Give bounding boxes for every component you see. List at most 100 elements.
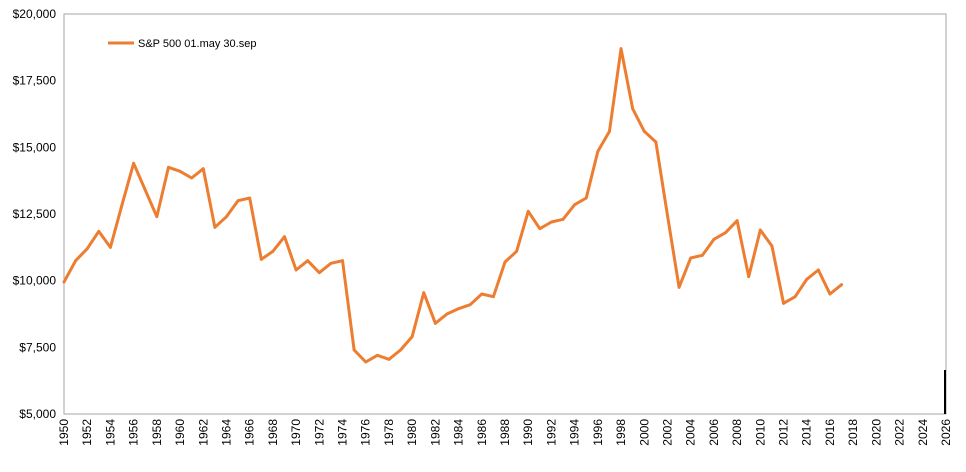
data-point [584, 196, 588, 200]
x-tick-label: 1996 [591, 419, 605, 446]
data-point [677, 285, 681, 289]
data-point [178, 169, 182, 173]
data-point [74, 259, 78, 263]
data-point [561, 217, 565, 221]
x-tick-label: 2000 [637, 419, 651, 446]
data-point [155, 215, 159, 219]
data-point [190, 176, 194, 180]
data-point [109, 245, 112, 249]
x-tick-label: 1968 [266, 419, 280, 446]
data-point [283, 235, 286, 239]
x-tick-label: 2018 [846, 419, 860, 446]
data-point [410, 335, 414, 339]
x-tick-label: 1988 [498, 419, 512, 446]
y-tick-label: $5,000 [19, 407, 56, 421]
x-tick-label: 1952 [80, 419, 94, 446]
x-tick-label: 1992 [544, 419, 558, 446]
x-tick-label: 1960 [173, 419, 187, 446]
x-tick-label: 1950 [57, 419, 71, 446]
data-point [642, 129, 646, 133]
data-point [85, 247, 89, 251]
data-point [816, 268, 820, 272]
data-point [433, 321, 437, 325]
data-point [259, 257, 263, 261]
data-point [770, 244, 774, 248]
legend: S&P 500 01.may 30.sep [108, 38, 256, 50]
data-point [538, 227, 542, 231]
x-tick-label: 2026 [939, 419, 953, 446]
data-point [782, 301, 785, 305]
x-tick-label: 1976 [359, 419, 373, 446]
series-line [62, 47, 844, 364]
x-tick-label: 1978 [382, 419, 396, 446]
data-point [399, 348, 402, 352]
data-point [422, 291, 426, 295]
x-tick-label: 2016 [823, 419, 837, 446]
plot-area-border [63, 13, 947, 415]
data-point [747, 275, 751, 279]
data-point [236, 199, 240, 203]
data-point [271, 249, 275, 253]
x-tick-label: 2002 [660, 419, 674, 446]
x-tick-label: 1982 [428, 419, 442, 446]
data-point [666, 213, 669, 217]
data-point [97, 229, 101, 233]
data-point [201, 167, 205, 171]
x-tick-label: 1980 [405, 419, 419, 446]
data-point [294, 268, 298, 272]
data-point [120, 203, 124, 207]
data-point [712, 237, 716, 241]
x-tick-label: 2006 [707, 419, 721, 446]
data-point [387, 357, 391, 361]
x-tick-label: 2020 [869, 419, 883, 446]
x-tick-label: 1970 [289, 419, 303, 446]
data-point [143, 188, 147, 192]
y-tick-label: $17,500 [13, 74, 57, 88]
y-tick-label: $15,000 [13, 140, 57, 154]
y-tick-label: $10,000 [13, 274, 57, 288]
x-tick-label: 1958 [150, 419, 164, 446]
data-point [445, 312, 449, 316]
data-point [352, 348, 356, 352]
data-point [724, 231, 727, 235]
x-tick-label: 1954 [103, 419, 117, 446]
x-tick-label: 1966 [243, 419, 257, 446]
x-tick-label: 2024 [916, 419, 930, 446]
x-tick-label: 1984 [452, 419, 466, 446]
x-tick-label: 2012 [777, 419, 791, 446]
data-point [550, 220, 553, 224]
x-tick-label: 1974 [336, 419, 350, 446]
x-tick-label: 1972 [312, 419, 326, 446]
data-point [468, 303, 472, 307]
data-point [329, 261, 333, 265]
data-point [805, 277, 809, 281]
data-point [700, 253, 704, 257]
data-point [596, 149, 600, 153]
x-tick-label: 2014 [800, 419, 814, 446]
data-point [317, 271, 321, 275]
data-point [306, 259, 310, 263]
data-point [573, 203, 577, 207]
data-point [793, 295, 797, 299]
y-tick-label: $7,500 [19, 340, 56, 354]
x-tick-label: 1990 [521, 419, 535, 446]
data-point [735, 219, 739, 223]
x-axis: 1950 1952 1954 1956 1958 1960 1962 1964 1966 1968… [57, 419, 953, 446]
x-tick-label: 2022 [893, 419, 907, 446]
data-point [341, 259, 344, 263]
y-tick-label: $12,500 [13, 207, 57, 221]
data-point [62, 280, 66, 284]
data-point [248, 196, 252, 200]
x-tick-label: 2004 [684, 419, 698, 446]
data-point [457, 307, 460, 311]
series-layer [62, 47, 844, 364]
legend-label: S&P 500 01.may 30.sep [138, 38, 256, 50]
data-point [515, 249, 519, 253]
x-tick-label: 2008 [730, 419, 744, 446]
data-point [758, 228, 762, 232]
data-point [689, 256, 693, 260]
data-point [608, 129, 611, 133]
data-point [619, 47, 623, 51]
